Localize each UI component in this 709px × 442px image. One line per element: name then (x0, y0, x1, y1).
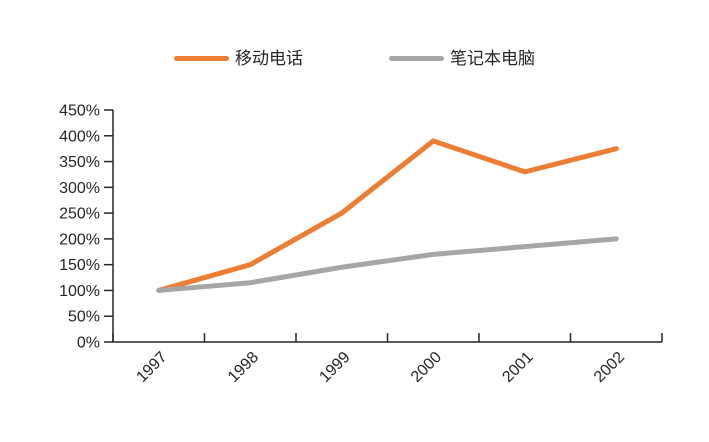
x-tick-label: 1997 (133, 349, 170, 386)
y-tick-label: 0% (77, 335, 100, 352)
x-tick-label: 2002 (591, 349, 628, 386)
legend-label-laptop: 笔记本电脑 (450, 48, 535, 68)
legend-swatch-mobile-phone (174, 55, 229, 61)
chart-legend: 移动电话 笔记本电脑 (0, 46, 709, 70)
legend-label-mobile-phone: 移动电话 (235, 48, 303, 68)
x-tick-label: 2001 (499, 349, 536, 386)
legend-item-mobile-phone: 移动电话 (174, 50, 303, 67)
x-tick-label: 2000 (408, 349, 445, 386)
y-tick-label: 100% (59, 283, 100, 300)
legend-swatch-laptop (389, 55, 444, 61)
y-tick-label: 350% (59, 154, 100, 171)
y-tick-label: 300% (59, 180, 100, 197)
x-tick-label: 1999 (316, 349, 353, 386)
y-tick-label: 50% (68, 309, 100, 326)
y-tick-label: 150% (59, 257, 100, 274)
y-tick-label: 250% (59, 206, 100, 223)
x-tick-label: 1998 (225, 349, 262, 386)
series-line-laptop (156, 236, 619, 293)
y-tick-label: 400% (59, 128, 100, 145)
series-line-mobile-phone (156, 138, 619, 293)
legend-item-laptop: 笔记本电脑 (389, 50, 535, 67)
y-tick-label: 200% (59, 231, 100, 248)
y-tick-label: 450% (59, 103, 100, 120)
